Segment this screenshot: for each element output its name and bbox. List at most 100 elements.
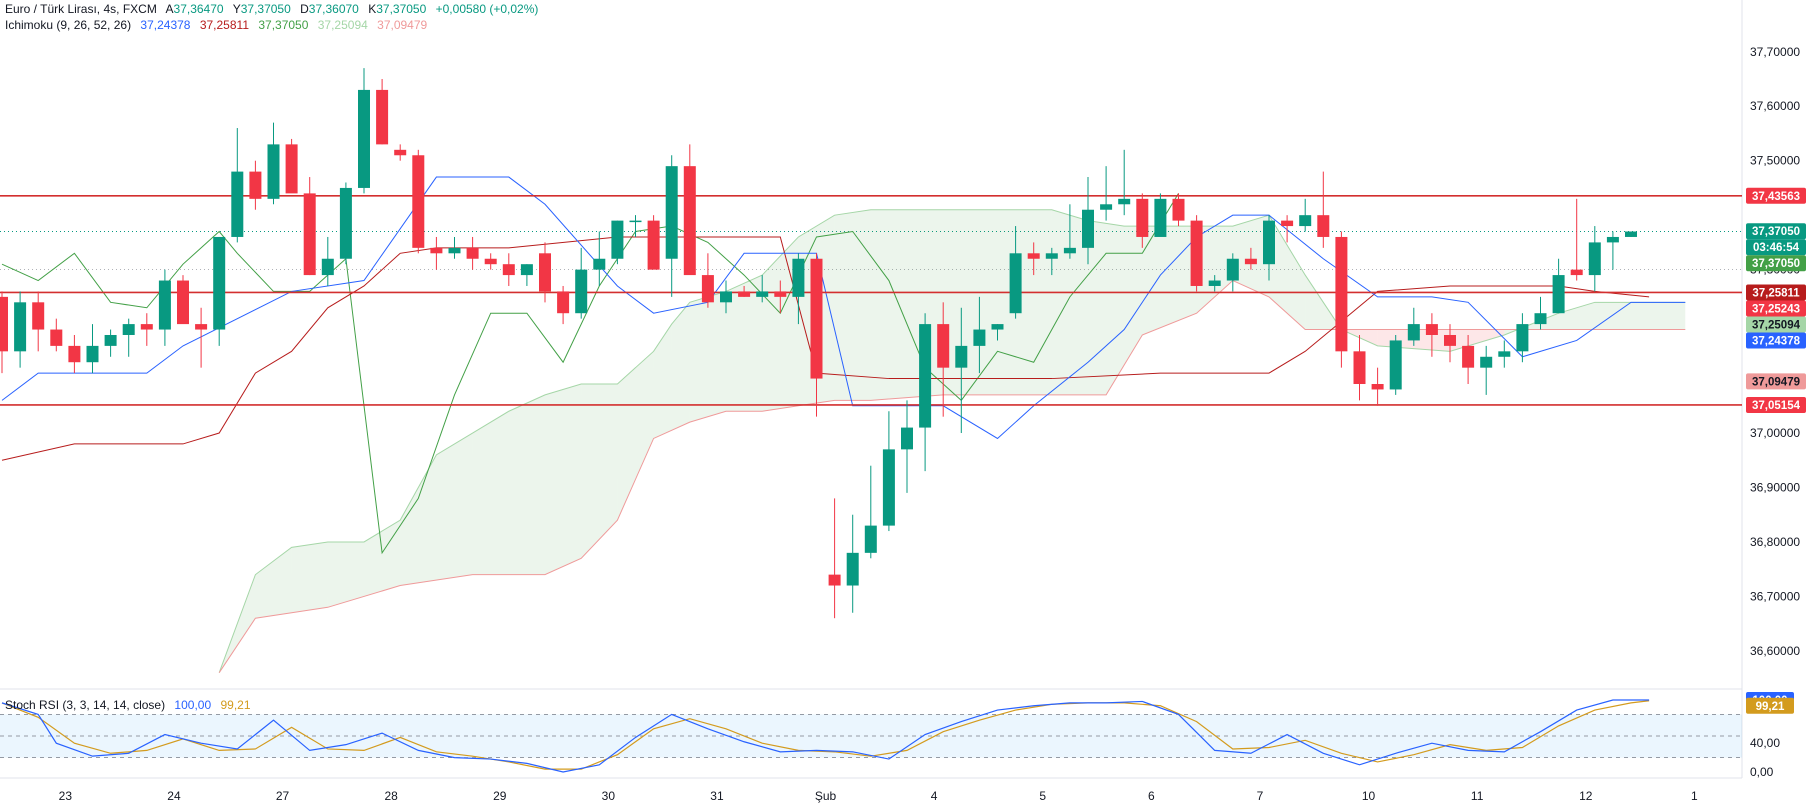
candle-body[interactable] (1407, 324, 1420, 341)
candle-body[interactable] (973, 329, 986, 346)
symbol-legend[interactable]: Euro / Türk Lirası, 4s, FXCM A37,36470 Y… (5, 1, 538, 17)
candle-body[interactable] (267, 144, 280, 199)
candle-body[interactable] (1027, 253, 1040, 259)
candle-body[interactable] (1100, 204, 1113, 210)
candle-body[interactable] (955, 345, 968, 368)
candle-body[interactable] (1281, 220, 1294, 227)
candle-body[interactable] (1552, 275, 1565, 314)
candle-body[interactable] (810, 258, 823, 379)
candle-body[interactable] (122, 324, 135, 335)
candle-body[interactable] (557, 291, 570, 314)
candle-body[interactable] (1480, 356, 1493, 368)
candle-body[interactable] (701, 275, 714, 303)
candle-body[interactable] (919, 324, 932, 428)
candle-body[interactable] (1190, 220, 1203, 286)
candle-body[interactable] (991, 324, 1004, 330)
candle-body[interactable] (1244, 258, 1257, 265)
candle-body[interactable] (140, 324, 153, 330)
candle-body[interactable] (792, 258, 805, 297)
stoch-rsi-title[interactable]: Stoch RSI (3, 3, 14, 14, close) (5, 698, 166, 712)
candle-body[interactable] (86, 345, 99, 363)
ichimoku-title[interactable]: Ichimoku (9, 26, 52, 26) (5, 18, 132, 32)
candle-body[interactable] (665, 166, 678, 259)
candle-body[interactable] (846, 552, 859, 586)
candle-body[interactable] (394, 149, 407, 156)
candle-body[interactable] (1498, 351, 1511, 357)
candle-body[interactable] (1172, 198, 1185, 221)
ichimoku-cloud-segment (1124, 226, 1143, 365)
candle-body[interactable] (376, 89, 389, 145)
candle-body[interactable] (412, 155, 425, 248)
candle-body[interactable] (1118, 198, 1131, 205)
candle-body[interactable] (50, 329, 63, 346)
candle-body[interactable] (303, 193, 316, 276)
candle-body[interactable] (358, 89, 370, 188)
candle-body[interactable] (1317, 215, 1330, 237)
candle-body[interactable] (539, 253, 551, 292)
candle-body[interactable] (520, 264, 533, 276)
candle-body[interactable] (882, 449, 895, 526)
candle-body[interactable] (756, 291, 769, 297)
candle-body[interactable] (285, 144, 298, 194)
candle-body[interactable] (575, 269, 588, 314)
symbol-title[interactable]: Euro / Türk Lirası, 4s, FXCM (5, 2, 157, 16)
candle-body[interactable] (1425, 324, 1438, 335)
time-axis-tick: Şub (815, 789, 837, 803)
candle-body[interactable] (1208, 280, 1221, 286)
candle-body[interactable] (213, 236, 226, 330)
candle-body[interactable] (1335, 236, 1348, 352)
stoch-rsi-legend[interactable]: Stoch RSI (3, 3, 14, 14, close) 100,00 9… (5, 697, 251, 713)
candle-body[interactable] (901, 427, 913, 450)
candle-body[interactable] (1353, 351, 1366, 385)
candle-body[interactable] (1263, 220, 1275, 265)
candle-body[interactable] (683, 166, 696, 276)
candle-body[interactable] (738, 291, 751, 297)
candle-body[interactable] (593, 258, 606, 270)
ichimoku-legend[interactable]: Ichimoku (9, 26, 52, 26) 37,24378 37,258… (5, 17, 427, 33)
candle-body[interactable] (720, 291, 732, 303)
candle-body[interactable] (1570, 269, 1583, 276)
candle-body[interactable] (1136, 198, 1149, 237)
candle-body[interactable] (249, 171, 262, 199)
candle-body[interactable] (430, 247, 443, 254)
candle-body[interactable] (448, 247, 461, 254)
candle-body[interactable] (1462, 345, 1475, 368)
candle-body[interactable] (1082, 209, 1094, 248)
candle-body[interactable] (177, 280, 189, 325)
candle-body[interactable] (1444, 334, 1456, 346)
candle-body[interactable] (1226, 258, 1239, 281)
candle-body[interactable] (104, 334, 117, 346)
candle-body[interactable] (1063, 247, 1076, 254)
candle-body[interactable] (14, 302, 27, 352)
candle-body[interactable] (339, 187, 352, 259)
candle-body[interactable] (864, 525, 877, 553)
candle-body[interactable] (484, 258, 497, 265)
candle-body[interactable] (1516, 324, 1529, 352)
candle-body[interactable] (32, 302, 45, 330)
candle-body[interactable] (774, 291, 787, 297)
candle-body[interactable] (937, 324, 950, 368)
candle-body[interactable] (1534, 313, 1547, 325)
candle-body[interactable] (1588, 242, 1601, 276)
candle-body[interactable] (68, 345, 81, 363)
candle-body[interactable] (158, 280, 171, 330)
candle-body[interactable] (1625, 231, 1637, 237)
candle-body[interactable] (231, 171, 244, 237)
candle-body[interactable] (828, 574, 841, 586)
candle-body[interactable] (1045, 253, 1058, 259)
candle-body[interactable] (1606, 236, 1619, 243)
candle-body[interactable] (1154, 198, 1167, 237)
candle-body[interactable] (647, 220, 660, 270)
candle-body[interactable] (1299, 215, 1312, 227)
candle-body[interactable] (0, 296, 8, 352)
candle-body[interactable] (466, 247, 479, 259)
candle-body[interactable] (321, 258, 334, 276)
candle-body[interactable] (195, 324, 208, 330)
candle-body[interactable] (629, 220, 642, 223)
candle-body[interactable] (1389, 340, 1402, 390)
candle-body[interactable] (1371, 384, 1384, 390)
candle-body[interactable] (1009, 253, 1022, 314)
candle-body[interactable] (502, 264, 515, 276)
candle-body[interactable] (611, 220, 624, 259)
